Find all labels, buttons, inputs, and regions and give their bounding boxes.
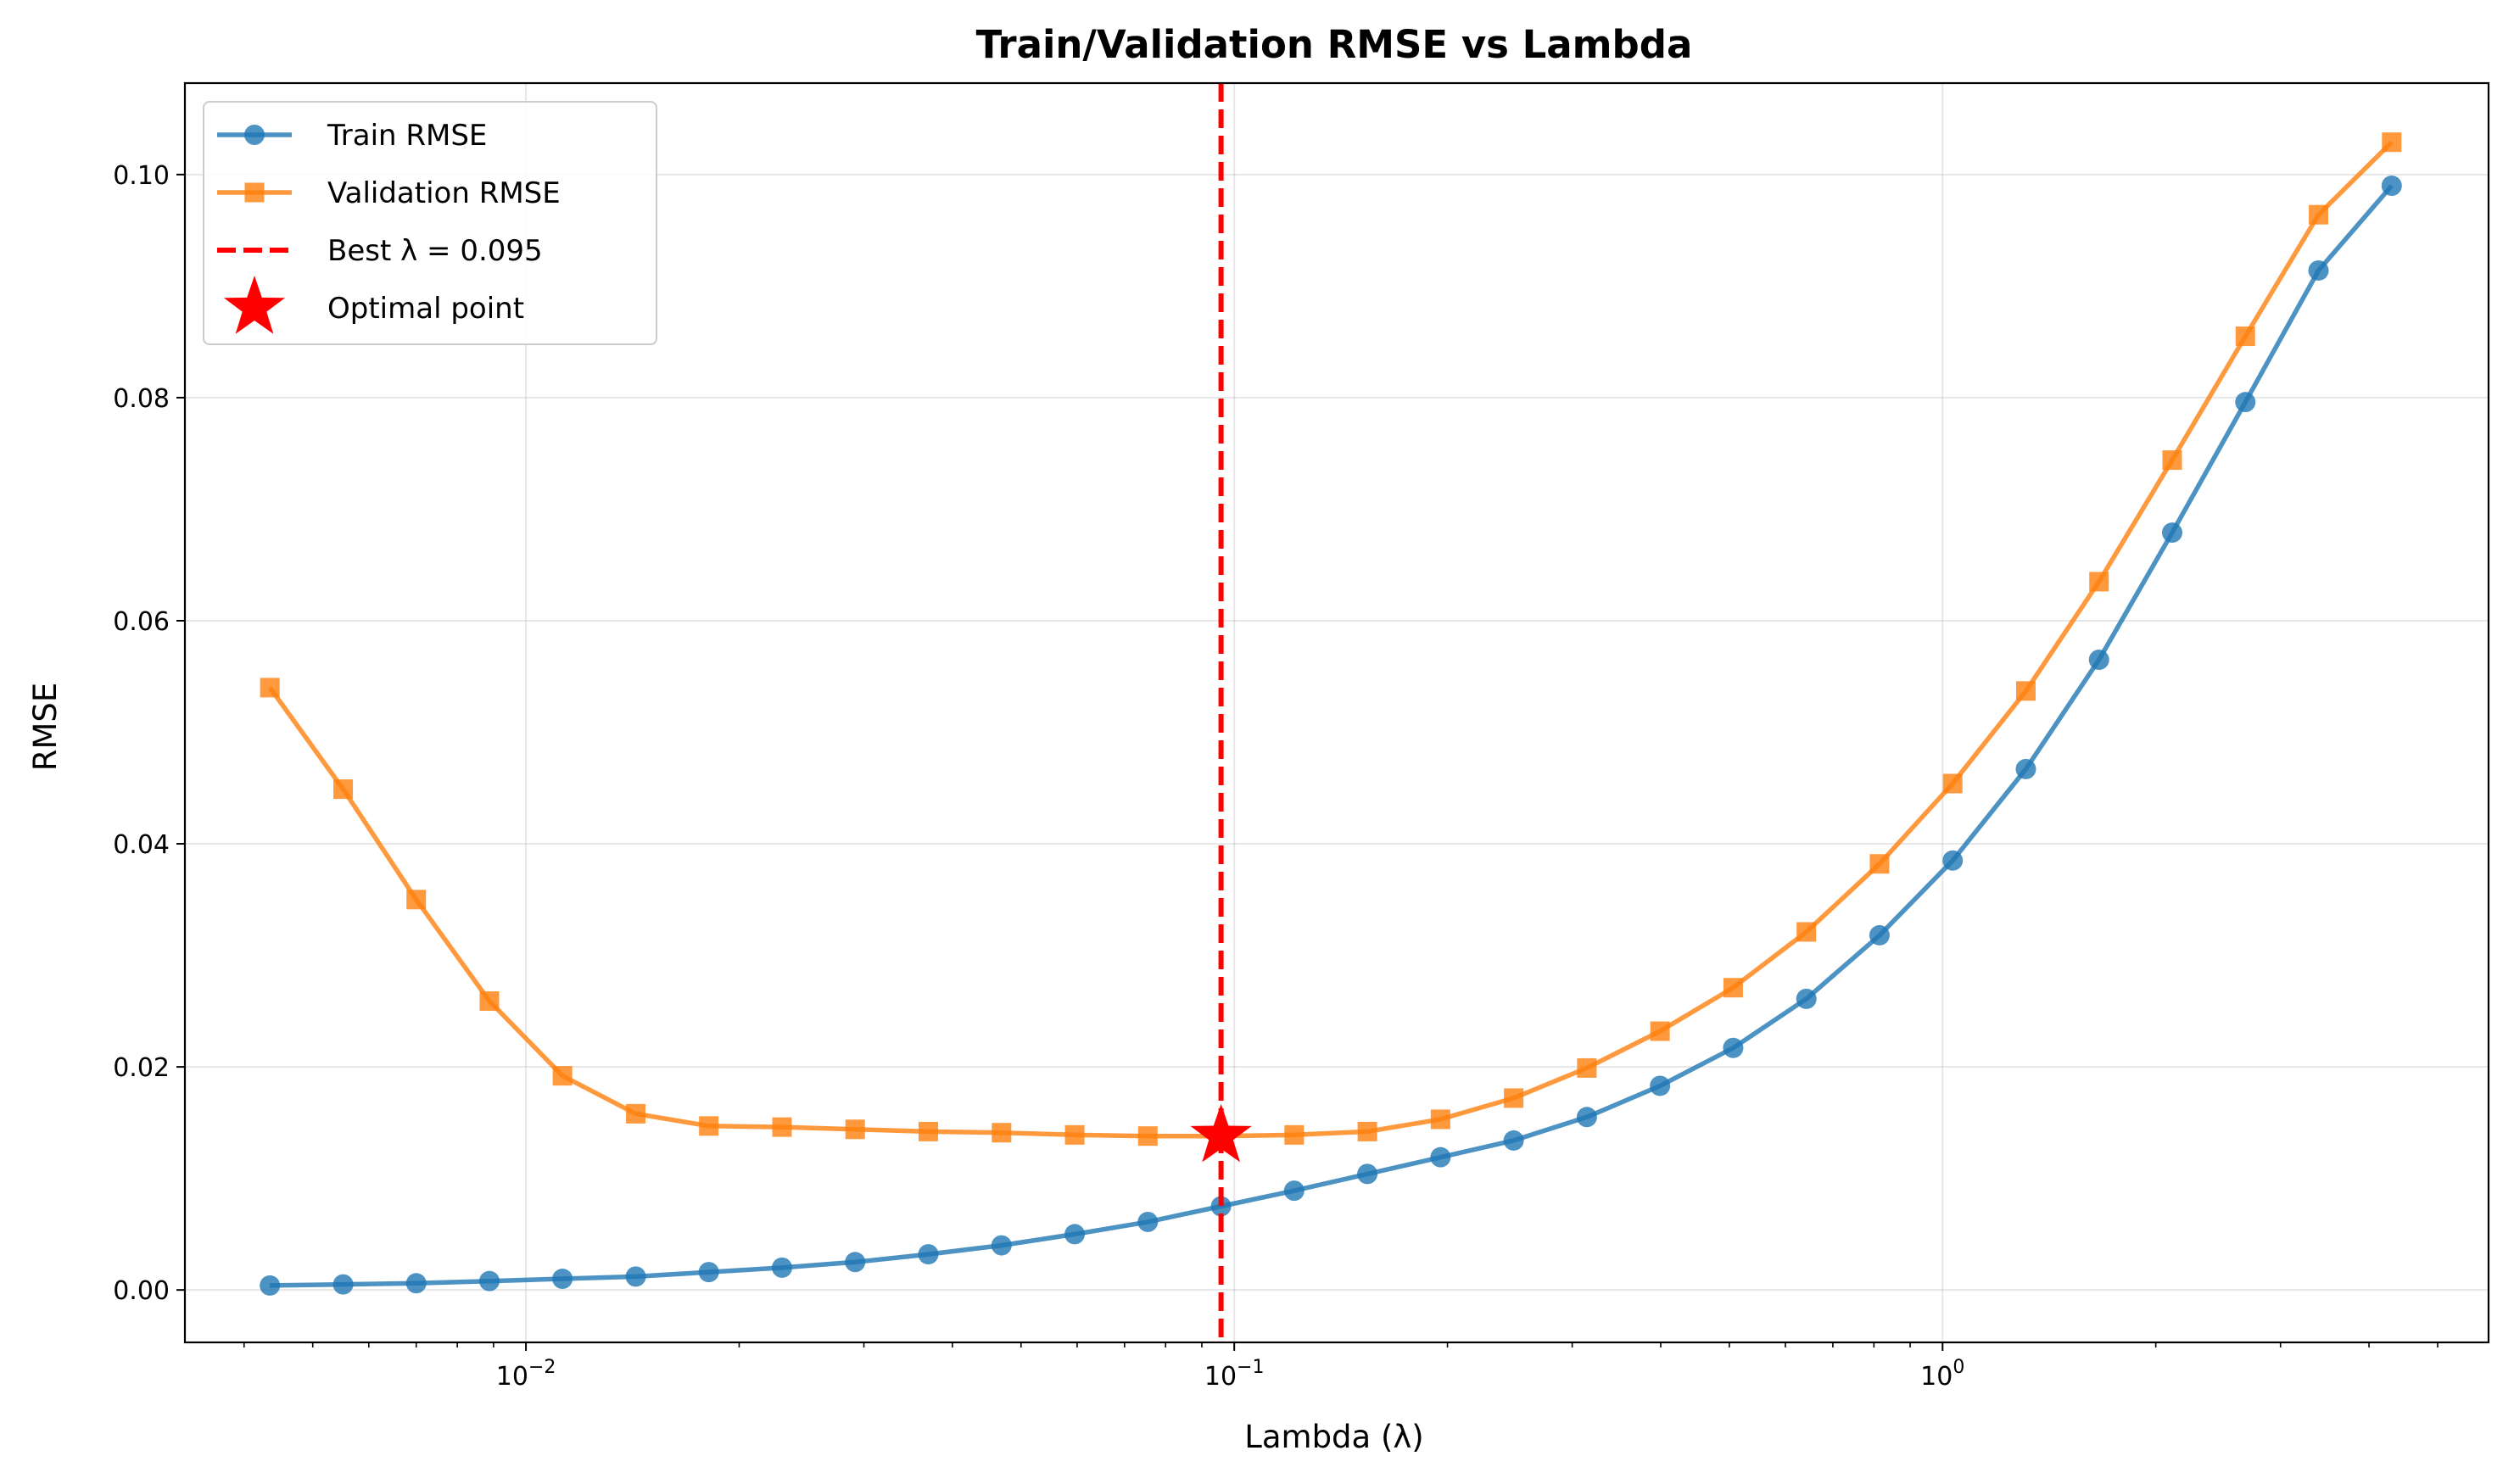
validation-point [2382, 132, 2402, 153]
train-point [991, 1235, 1012, 1256]
train-point [2015, 758, 2036, 779]
train-point [552, 1269, 573, 1290]
validation-point [1064, 1124, 1085, 1145]
train-point [479, 1270, 500, 1292]
train-point [845, 1252, 866, 1273]
series-line [267, 140, 2394, 1139]
train-point [2308, 259, 2329, 281]
train-point [1723, 1037, 1744, 1058]
validation-point [1357, 1121, 1377, 1141]
legend-train-label: Train RMSE [327, 119, 487, 153]
legend-validation-marker [244, 182, 265, 203]
train-point [1430, 1146, 1451, 1168]
validation-point [772, 1117, 792, 1137]
y-tick-label: 0.04 [113, 830, 170, 860]
validation-point [2015, 681, 2036, 701]
legend-train-marker [244, 125, 265, 145]
series-line [270, 184, 2394, 1288]
train-point [405, 1273, 427, 1294]
train-point [1942, 850, 1964, 871]
train-point [1064, 1224, 1086, 1245]
validation-point [1796, 922, 1817, 942]
validation-point [626, 1103, 646, 1124]
train-point [332, 1274, 354, 1295]
validation-point [1650, 1021, 1670, 1041]
x-tick-label: 10−1 [1204, 1357, 1265, 1392]
validation-point [1284, 1124, 1304, 1145]
train-point [2235, 392, 2256, 413]
validation-point [1723, 978, 1743, 998]
train-point [1283, 1180, 1304, 1202]
train-point [260, 1275, 281, 1296]
train-point [698, 1262, 719, 1283]
validation-point [1504, 1088, 1524, 1108]
validation-point [699, 1116, 719, 1136]
train-point [772, 1257, 793, 1278]
plot-area [260, 83, 2402, 1342]
validation-point [2089, 572, 2109, 592]
axes-frame [183, 81, 2490, 1344]
validation-point [552, 1066, 573, 1086]
validation-point [918, 1121, 938, 1141]
validation-point [1869, 854, 1890, 874]
validation-point [992, 1123, 1012, 1143]
legend-validation-label: Validation RMSE [327, 176, 561, 210]
legend-optimal-point-label: Optimal point [327, 292, 524, 326]
train-point [1137, 1211, 1159, 1232]
train-point [1576, 1107, 1597, 1128]
axis-ticks: 0.00 0.02 0.04 0.06 0.08 0.10 10−2 10−1 100 [113, 161, 2439, 1392]
x-tick-label: 10−2 [496, 1357, 556, 1392]
y-tick-label: 0.10 [113, 161, 170, 191]
chart-title: Train/Validation RMSE vs Lambda [976, 22, 1693, 67]
train-point [2162, 522, 2183, 544]
validation-point [2309, 204, 2329, 225]
train-point [918, 1244, 939, 1265]
validation-point [479, 991, 500, 1012]
train-point [1796, 988, 1817, 1009]
validation-point [1577, 1057, 1597, 1078]
validation-point [1942, 773, 1963, 794]
y-tick-label: 0.06 [113, 607, 170, 637]
train-point [2088, 650, 2109, 671]
validation-point [260, 678, 280, 698]
train-point [2381, 176, 2402, 197]
validation-point [1137, 1126, 1158, 1146]
x-axis-label: Lambda (λ) [1244, 1419, 1424, 1455]
validation-point [333, 779, 354, 800]
validation-point [1430, 1109, 1450, 1130]
validation-point [2235, 326, 2255, 347]
legend: Train RMSE Validation RMSE Best λ = 0.095 O… [203, 101, 657, 345]
train-point [1357, 1163, 1378, 1185]
y-axis-label: RMSE [27, 683, 64, 772]
train-point [1503, 1130, 1524, 1151]
train-point [1210, 1196, 1232, 1217]
y-tick-label: 0.00 [113, 1276, 170, 1306]
legend-box [203, 101, 657, 345]
validation-point [406, 890, 427, 910]
legend-optimal-point-marker [223, 276, 286, 334]
legend-best-lambda-label: Best λ = 0.095 [327, 234, 543, 268]
y-tick-label: 0.02 [113, 1053, 170, 1083]
validation-point [845, 1119, 865, 1140]
train-point [1869, 924, 1890, 946]
grid [185, 83, 2489, 1342]
y-tick-label: 0.08 [113, 384, 170, 414]
x-tick-label: 100 [1920, 1357, 1964, 1392]
train-point [1650, 1075, 1671, 1096]
optimal-point-star [1190, 1103, 1252, 1163]
train-point [625, 1266, 646, 1287]
validation-point [2162, 450, 2182, 471]
